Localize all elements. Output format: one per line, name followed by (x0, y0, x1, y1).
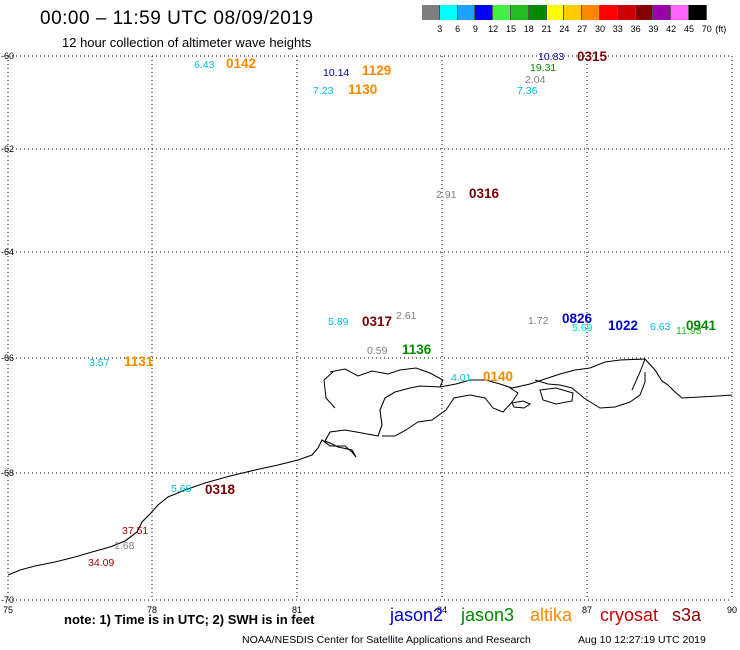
longitude-tick-label: 90 (727, 605, 737, 615)
color-scale-label: 3 (437, 24, 443, 34)
wave-height-value: 7.36 (517, 85, 538, 97)
latitude-tick-label: -64 (1, 247, 14, 257)
observation-time-label: 0826 (562, 311, 593, 326)
latitude-tick-label: -62 (1, 144, 14, 154)
observation-time-label: 0318 (205, 482, 236, 497)
color-swatch (493, 5, 511, 20)
color-swatch (617, 5, 636, 20)
footer-note: note: 1) Time is in UTC; 2) SWH is in fe… (64, 612, 315, 627)
satellite-label-s3a: s3a (672, 605, 702, 625)
wave-height-value: 19.31 (530, 62, 556, 74)
color-scale-label: 9 (472, 24, 478, 34)
wave-height-value: 2.91 (436, 189, 457, 201)
observation-time-label: 1022 (608, 318, 638, 333)
color-scale-label: 18 (523, 24, 534, 34)
longitude-tick-label: 75 (3, 605, 13, 615)
ice-shelf-outline (323, 358, 646, 437)
wave-height-value: 37.51 (122, 525, 148, 537)
color-swatch (546, 5, 565, 20)
color-scale-label: 27 (577, 24, 588, 34)
wave-height-value: 34.09 (88, 557, 114, 569)
generated-timestamp: Aug 10 12:27:19 UTC 2019 (578, 634, 706, 646)
satellite-label-jason3: jason3 (461, 605, 515, 625)
wave-height-value: 10.83 (538, 51, 564, 63)
color-scale-unit: (ft) (715, 24, 727, 34)
color-swatch (511, 5, 529, 20)
color-swatch (564, 5, 583, 20)
observation-time-label: 1131 (124, 354, 154, 369)
wave-height-value: 11.93 (676, 325, 702, 337)
coastline (7, 358, 733, 576)
satellite-label-cryosat: cryosat (600, 605, 659, 625)
grid-lines (7, 55, 733, 601)
color-swatch (653, 5, 672, 20)
map-title: 00:00 – 11:59 UTC 08/09/2019 (40, 8, 314, 29)
color-swatch (582, 5, 600, 20)
color-scale-label: 30 (594, 24, 606, 34)
wave-height-value: 6.63 (650, 321, 671, 333)
color-swatch (422, 5, 440, 20)
color-scale-label: 12 (488, 24, 499, 34)
color-scale-label: 36 (630, 24, 641, 34)
wave-height-value: 0.59 (367, 345, 388, 357)
color-swatch (600, 5, 618, 20)
antarctic-coastline (7, 358, 733, 576)
axis-tick-labels: 75 78 81 84 87 90 -60 -62 -64 -66 -68 -70 (1, 51, 737, 615)
color-scale-label: 15 (505, 24, 517, 34)
color-swatch (671, 5, 689, 20)
satellite-label-jason2: jason2 (390, 605, 444, 625)
observation-time-label: 0140 (483, 369, 513, 384)
latitude-tick-label: -66 (1, 353, 14, 363)
color-swatch (635, 5, 654, 20)
color-swatch (475, 5, 494, 20)
island-outline (511, 400, 532, 409)
wave-height-value: 2.04 (525, 74, 546, 86)
wave-height-value: 3.57 (89, 357, 110, 369)
island-outline (539, 387, 574, 405)
color-scale-label: 24 (559, 24, 570, 34)
latitude-tick-label: -70 (1, 595, 14, 605)
wave-height-value: 2.61 (396, 310, 417, 322)
observation-time-label: 1136 (402, 342, 432, 357)
color-scale-label: 42 (666, 24, 677, 34)
latitude-tick-label: -68 (1, 468, 14, 478)
longitude-tick-label: 78 (147, 605, 157, 615)
observation-time-label: 0317 (362, 314, 392, 329)
wave-height-value: 1.68 (114, 540, 135, 552)
color-scale-label: 70 (701, 24, 712, 34)
wave-height-value: 6.43 (194, 59, 215, 71)
observation-time-label: 0142 (226, 56, 256, 71)
color-scale-label: 33 (612, 24, 623, 34)
wave-height-value: 5.69 (572, 322, 593, 334)
satellite-label-altika: altika (530, 605, 573, 625)
color-swatch (528, 5, 547, 20)
color-scale-label: 45 (683, 24, 695, 34)
observation-time-label: 0315 (577, 49, 608, 64)
longitude-tick-label: 81 (292, 605, 302, 615)
map-subtitle: 12 hour collection of altimeter wave hei… (62, 35, 312, 50)
latitude-tick-label: -60 (1, 51, 14, 61)
observation-time-label: 0941 (686, 318, 717, 333)
color-swatch (457, 5, 476, 20)
color-scale-label: 39 (648, 24, 659, 34)
longitude-tick-label: 87 (582, 605, 592, 615)
wave-height-value: 5.60 (171, 483, 192, 495)
observation-time-label: 1130 (348, 82, 377, 97)
longitude-tick-label: 84 (437, 605, 447, 615)
wave-height-value: 10.14 (323, 67, 349, 79)
wave-height-value: 4.01 (451, 372, 472, 384)
wave-height-value: 1.72 (528, 315, 549, 327)
wave-height-value: 5.89 (328, 316, 349, 328)
observation-time-label: 1129 (362, 63, 391, 78)
credit-line: NOAA/NESDIS Center for Satellite Applica… (242, 634, 531, 646)
color-scale-label: 21 (541, 24, 552, 34)
color-swatch (689, 5, 707, 20)
color-scale-label: 6 (455, 24, 461, 34)
color-swatch (439, 5, 458, 20)
wave-height-value: 7.23 (313, 85, 334, 97)
observation-time-label: 0316 (469, 186, 500, 201)
